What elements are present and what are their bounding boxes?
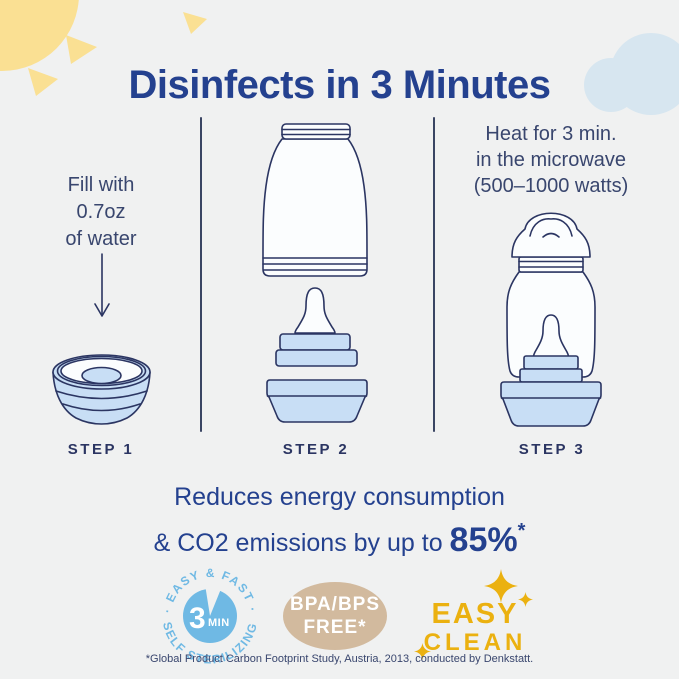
sparkle-icon bbox=[484, 569, 518, 603]
screw-ring-top bbox=[523, 355, 579, 370]
claim-line2: & CO2 emissions by up to 85%* bbox=[153, 520, 526, 559]
sun-disc bbox=[0, 0, 79, 71]
svg-text:MIN: MIN bbox=[208, 617, 230, 629]
bpa-free-badge: BPA/BPS FREE* bbox=[283, 582, 387, 650]
sterilizer-base bbox=[500, 381, 602, 427]
badge-3min: 3 bbox=[189, 602, 206, 635]
bottle-mouth bbox=[281, 123, 351, 140]
claim-text: Reduces energy consumption & CO2 emissio… bbox=[0, 482, 679, 561]
step-label-2: STEP 2 bbox=[282, 441, 350, 458]
badge-clock-wedge bbox=[205, 587, 221, 616]
claim-highlight: 85% bbox=[449, 521, 518, 559]
step-label-1: STEP 1 bbox=[67, 441, 135, 458]
nipple bbox=[532, 314, 570, 361]
sun-ray bbox=[183, 12, 207, 34]
screw-ring-bottom bbox=[275, 349, 358, 367]
step-label-3: STEP 3 bbox=[518, 441, 586, 458]
sterilizing-badge: 3 MIN · EASY & FAST · SELF STERILIZING bbox=[160, 566, 259, 667]
nipple bbox=[294, 287, 336, 334]
easy-clean-badge: EASY CLEAN bbox=[408, 565, 548, 670]
sparkle-icon bbox=[414, 643, 431, 660]
step3-instruction: Heat for 3 min. in the microwave (500–10… bbox=[473, 123, 629, 197]
sterilizer-base bbox=[266, 379, 368, 423]
page-title: Disinfects in 3 Minutes bbox=[128, 62, 551, 107]
claim-line1: Reduces energy consumption bbox=[174, 483, 505, 511]
assembled-bottle-illustration bbox=[500, 212, 602, 427]
screw-ring-top bbox=[279, 333, 351, 351]
bowl-illustration bbox=[52, 354, 151, 425]
screw-ring-bottom bbox=[519, 368, 583, 383]
sparkle-icon bbox=[518, 592, 533, 607]
sun-ray bbox=[66, 35, 97, 64]
footnote: *Global Product Carbon Footprint Study, … bbox=[145, 653, 534, 665]
bottle-dome bbox=[511, 212, 591, 258]
column-divider bbox=[200, 117, 202, 432]
bottle-body bbox=[262, 138, 368, 277]
claim-asterisk: * bbox=[517, 520, 526, 542]
disassembled-bottle-illustration bbox=[262, 123, 368, 423]
column-divider bbox=[433, 117, 435, 432]
down-arrow-icon bbox=[94, 253, 110, 317]
collar-band bbox=[518, 256, 584, 273]
step1-instruction: Fill with 0.7oz of water bbox=[65, 174, 137, 250]
